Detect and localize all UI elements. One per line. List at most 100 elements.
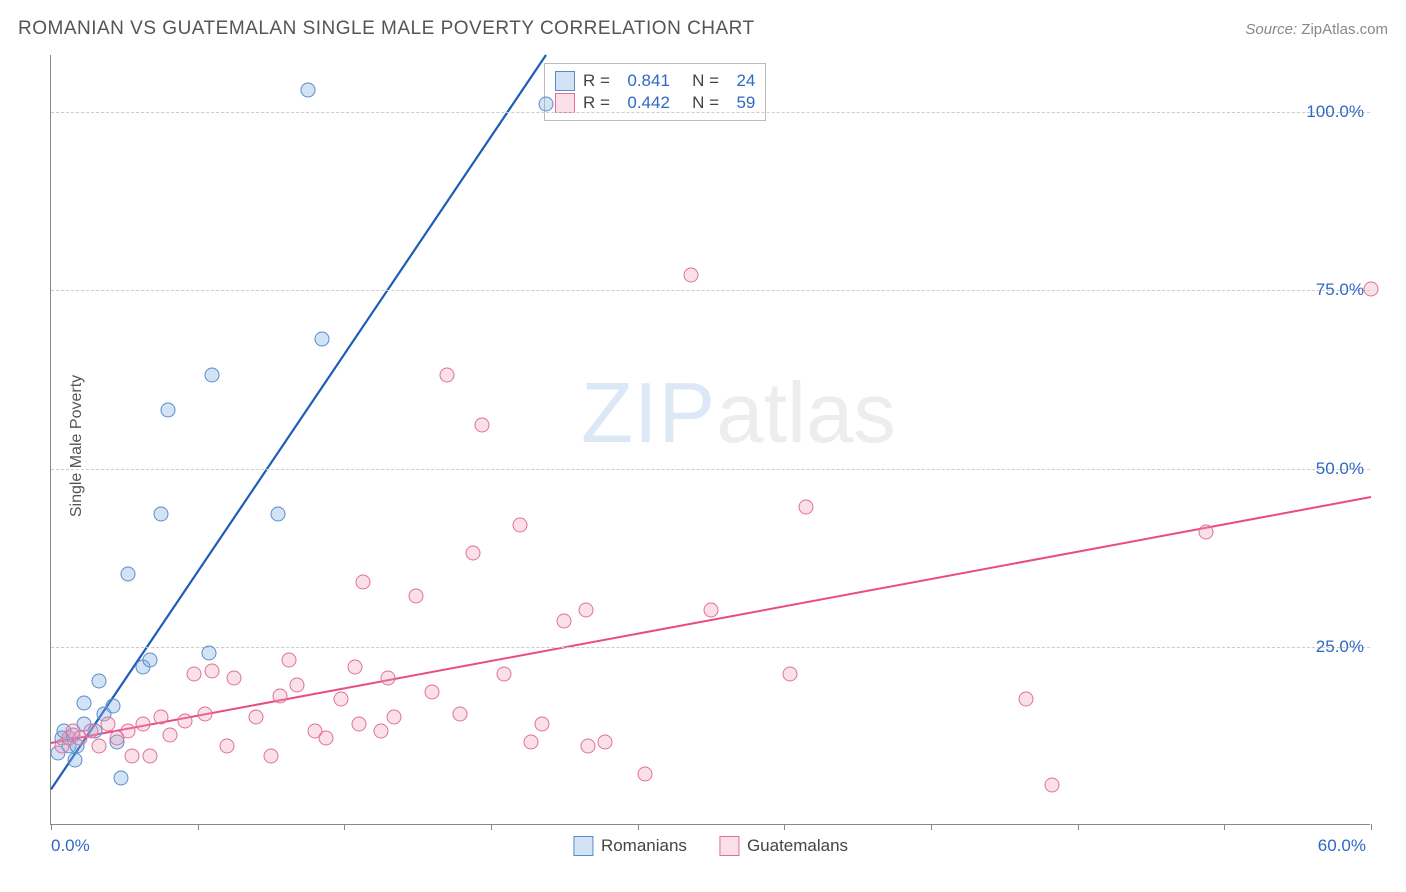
data-point bbox=[523, 735, 538, 750]
gridline bbox=[51, 647, 1370, 648]
x-tick bbox=[491, 824, 492, 830]
data-point bbox=[352, 717, 367, 732]
data-point bbox=[105, 699, 120, 714]
data-point bbox=[356, 574, 371, 589]
x-max-label: 60.0% bbox=[1318, 836, 1366, 856]
source-link[interactable]: ZipAtlas.com bbox=[1301, 21, 1388, 38]
data-point bbox=[68, 752, 83, 767]
data-point bbox=[598, 735, 613, 750]
watermark: ZIPatlas bbox=[581, 365, 896, 463]
data-point bbox=[143, 653, 158, 668]
data-point bbox=[314, 332, 329, 347]
data-point bbox=[440, 367, 455, 382]
data-point bbox=[374, 724, 389, 739]
y-tick-label: 50.0% bbox=[1316, 459, 1364, 479]
data-point bbox=[187, 667, 202, 682]
data-point bbox=[497, 667, 512, 682]
chart-title: ROMANIAN VS GUATEMALAN SINGLE MALE POVER… bbox=[18, 18, 755, 40]
data-point bbox=[704, 603, 719, 618]
data-point bbox=[248, 710, 263, 725]
data-point bbox=[178, 713, 193, 728]
data-point bbox=[162, 727, 177, 742]
data-point bbox=[198, 706, 213, 721]
legend-series: RomaniansGuatemalans bbox=[573, 836, 848, 856]
data-point bbox=[270, 506, 285, 521]
x-tick bbox=[344, 824, 345, 830]
gridline bbox=[51, 112, 1370, 113]
data-point bbox=[281, 653, 296, 668]
data-point bbox=[580, 738, 595, 753]
legend-stat-row: R = 0.841 N = 24 bbox=[555, 71, 755, 91]
data-point bbox=[556, 613, 571, 628]
watermark-rest: atlas bbox=[716, 366, 896, 461]
data-point bbox=[334, 692, 349, 707]
data-point bbox=[301, 82, 316, 97]
data-point bbox=[1018, 692, 1033, 707]
data-point bbox=[226, 670, 241, 685]
data-point bbox=[83, 724, 98, 739]
data-point bbox=[783, 667, 798, 682]
data-point bbox=[92, 674, 107, 689]
data-point bbox=[534, 717, 549, 732]
data-point bbox=[684, 268, 699, 283]
data-point bbox=[1199, 524, 1214, 539]
y-tick-label: 75.0% bbox=[1316, 280, 1364, 300]
x-tick bbox=[1078, 824, 1079, 830]
x-tick bbox=[1224, 824, 1225, 830]
data-point bbox=[101, 717, 116, 732]
data-point bbox=[121, 724, 136, 739]
data-point bbox=[424, 685, 439, 700]
data-point bbox=[136, 717, 151, 732]
data-point bbox=[409, 588, 424, 603]
trend-lines bbox=[51, 55, 1370, 824]
data-point bbox=[347, 660, 362, 675]
y-tick-label: 25.0% bbox=[1316, 637, 1364, 657]
data-point bbox=[154, 506, 169, 521]
data-point bbox=[466, 546, 481, 561]
data-point bbox=[453, 706, 468, 721]
legend-swatch bbox=[555, 93, 575, 113]
x-tick bbox=[51, 824, 52, 830]
header: ROMANIAN VS GUATEMALAN SINGLE MALE POVER… bbox=[18, 18, 1388, 40]
data-point bbox=[202, 645, 217, 660]
data-point bbox=[387, 710, 402, 725]
plot-area: ZIPatlas R = 0.841 N = 24R = 0.442 N = 5… bbox=[50, 55, 1370, 825]
data-point bbox=[539, 96, 554, 111]
x-tick bbox=[931, 824, 932, 830]
data-point bbox=[272, 688, 287, 703]
x-tick bbox=[784, 824, 785, 830]
trend-line bbox=[51, 497, 1371, 743]
legend-swatch bbox=[719, 836, 739, 856]
data-point bbox=[319, 731, 334, 746]
x-tick bbox=[198, 824, 199, 830]
data-point bbox=[204, 367, 219, 382]
data-point bbox=[114, 770, 129, 785]
data-point bbox=[92, 738, 107, 753]
x-origin-label: 0.0% bbox=[51, 836, 90, 856]
data-point bbox=[143, 749, 158, 764]
x-tick bbox=[1371, 824, 1372, 830]
legend-swatch bbox=[555, 71, 575, 91]
data-point bbox=[1364, 282, 1379, 297]
data-point bbox=[204, 663, 219, 678]
source-label: Source: bbox=[1245, 21, 1301, 38]
watermark-zip: ZIP bbox=[581, 366, 716, 461]
data-point bbox=[121, 567, 136, 582]
data-point bbox=[290, 677, 305, 692]
data-point bbox=[220, 738, 235, 753]
data-point bbox=[380, 670, 395, 685]
data-point bbox=[160, 403, 175, 418]
x-tick bbox=[638, 824, 639, 830]
data-point bbox=[125, 749, 140, 764]
legend-series-item: Guatemalans bbox=[719, 836, 848, 856]
legend-swatch bbox=[573, 836, 593, 856]
data-point bbox=[512, 517, 527, 532]
source: Source: ZipAtlas.com bbox=[1245, 21, 1388, 38]
data-point bbox=[1045, 777, 1060, 792]
legend-stat-row: R = 0.442 N = 59 bbox=[555, 93, 755, 113]
gridline bbox=[51, 469, 1370, 470]
y-tick-label: 100.0% bbox=[1306, 102, 1364, 122]
data-point bbox=[475, 417, 490, 432]
data-point bbox=[578, 603, 593, 618]
data-point bbox=[638, 767, 653, 782]
